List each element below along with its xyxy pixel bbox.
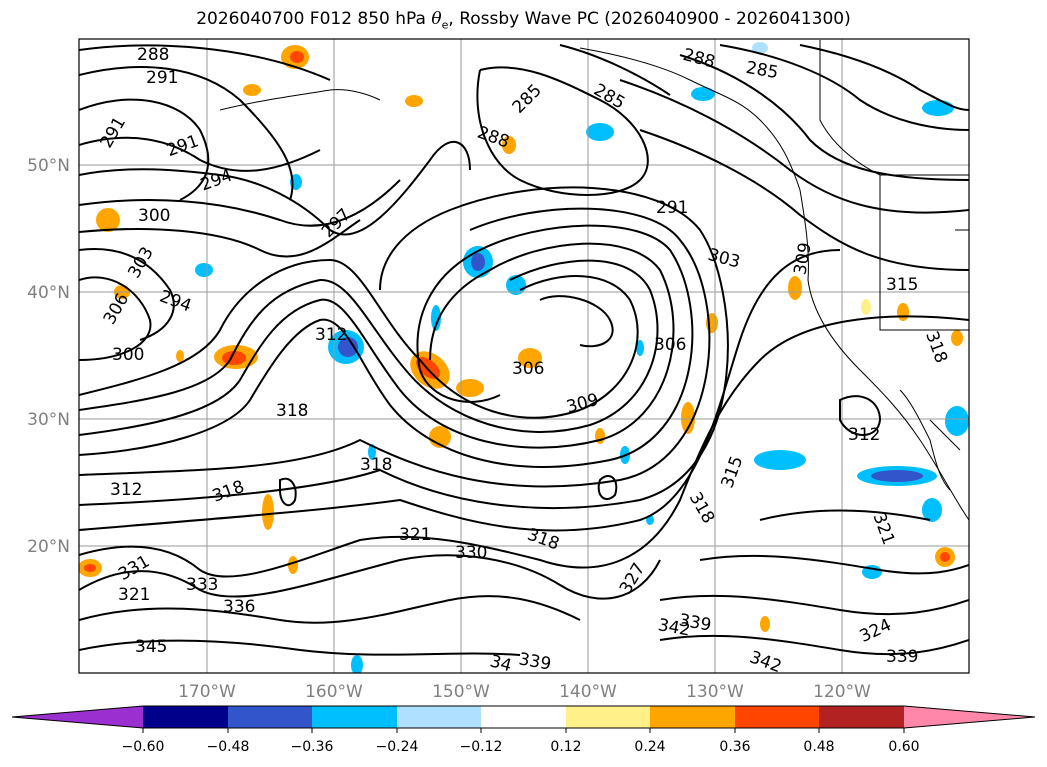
contour-label: 318 — [360, 455, 392, 475]
warm-anomaly — [897, 303, 909, 321]
warm-anomaly — [951, 330, 963, 346]
colorbar-extend-low — [12, 706, 143, 728]
warm-anomaly — [940, 552, 950, 562]
cold-anomaly — [691, 87, 715, 101]
warm-anomaly — [290, 51, 304, 63]
cold-anomaly — [636, 340, 644, 356]
lat-label: 50°N — [27, 156, 70, 176]
colorbar-tick-label: 0.36 — [719, 739, 750, 755]
contour-label: 306 — [654, 335, 686, 355]
colorbar-tick-label: −0.24 — [376, 739, 419, 755]
lon-label: 170°W — [178, 682, 236, 702]
colorbar-segment — [650, 706, 735, 728]
cold-anomaly — [922, 100, 954, 116]
contour-label: 288 — [137, 45, 169, 65]
lat-label: 40°N — [27, 283, 70, 303]
colorbar-tick-label: 0.12 — [550, 739, 581, 755]
warm-anomaly — [288, 556, 298, 574]
contour-label: 315 — [886, 275, 918, 295]
cold-anomaly — [338, 337, 358, 357]
colorbar-segment — [819, 706, 904, 728]
cold-anomaly — [586, 123, 614, 141]
contour-label: 291 — [656, 198, 688, 218]
lat-label: 20°N — [27, 537, 70, 557]
colorbar-segment — [566, 706, 650, 728]
contour-label: 300 — [138, 206, 170, 226]
warm-anomaly — [861, 299, 871, 315]
coastlines — [219, 40, 969, 521]
colorbar-segment — [481, 706, 566, 728]
lon-label: 150°W — [432, 682, 490, 702]
contour-label: 300 — [112, 345, 144, 365]
colorbar-segment — [312, 706, 397, 728]
longitude-labels: 170°W 160°W 150°W 140°W 130°W 120°W — [178, 682, 871, 702]
colorbar-segment — [143, 706, 228, 728]
colorbar-tick-label: −0.60 — [122, 739, 165, 755]
colorbar-segment — [397, 706, 481, 728]
colorbar-tick-label: 0.48 — [803, 739, 834, 755]
theta-e-contours — [79, 44, 969, 656]
contour-label: 333 — [186, 575, 218, 595]
latitude-labels: 50°N 40°N 30°N 20°N — [27, 156, 70, 557]
map-frame — [78, 38, 970, 674]
colorbar-segment — [228, 706, 312, 728]
warm-anomaly — [405, 95, 423, 107]
contour-label: 345 — [135, 637, 167, 657]
warm-anomaly — [262, 494, 274, 530]
colorbar-tick-label: 0.60 — [888, 739, 919, 755]
contour-label: 336 — [223, 597, 255, 617]
lon-label: 120°W — [813, 682, 871, 702]
lon-label: 140°W — [559, 682, 617, 702]
warm-anomaly — [176, 350, 184, 362]
cold-anomaly — [431, 305, 441, 331]
map-panel — [78, 38, 970, 674]
colorbar-tick-label: −0.12 — [460, 739, 503, 755]
cold-anomaly — [471, 253, 485, 271]
map-title: 2026040700 F012 850 hPa θe, Rossby Wave … — [196, 9, 851, 32]
warm-anomaly — [681, 402, 695, 434]
colorbar: −0.60 −0.48 −0.36 −0.24 −0.12 0.12 0.24 … — [11, 705, 1036, 755]
cold-anomaly — [922, 498, 942, 522]
colorbar-tick-label: −0.36 — [291, 739, 334, 755]
contour-label: 312 — [315, 325, 347, 345]
cold-anomaly — [871, 470, 923, 482]
contour-label: 321 — [399, 525, 431, 545]
warm-anomaly — [502, 136, 516, 154]
warm-anomaly — [96, 208, 120, 232]
lon-label: 130°W — [686, 682, 744, 702]
contour-label: 321 — [118, 585, 150, 605]
lat-label: 30°N — [27, 410, 70, 430]
colorbar-segment — [735, 706, 819, 728]
cold-anomaly — [368, 444, 376, 460]
contour-label: 306 — [512, 359, 544, 379]
colorbar-extend-high — [904, 706, 1035, 728]
warm-anomaly — [84, 564, 96, 572]
contour-label: 330 — [455, 543, 487, 563]
cold-anomaly — [945, 406, 969, 436]
warm-anomaly — [760, 616, 770, 632]
contour-label: 291 — [146, 68, 178, 88]
contour-label: 312 — [848, 425, 880, 445]
cold-anomaly — [195, 263, 213, 277]
warm-anomaly — [243, 84, 261, 96]
cold-anomaly — [752, 42, 768, 54]
contour-label: 339 — [886, 647, 918, 667]
lon-label: 160°W — [305, 682, 363, 702]
contour-label: 312 — [110, 480, 142, 500]
cold-anomaly — [351, 655, 363, 673]
warm-anomaly — [456, 379, 484, 397]
cold-anomaly — [754, 450, 806, 470]
colorbar-tick-label: −0.48 — [207, 739, 250, 755]
warm-anomaly — [518, 348, 542, 368]
contour-label: 318 — [276, 401, 308, 421]
warm-anomaly — [788, 276, 802, 300]
graticule — [79, 39, 969, 673]
colorbar-tick-label: 0.24 — [634, 739, 665, 755]
